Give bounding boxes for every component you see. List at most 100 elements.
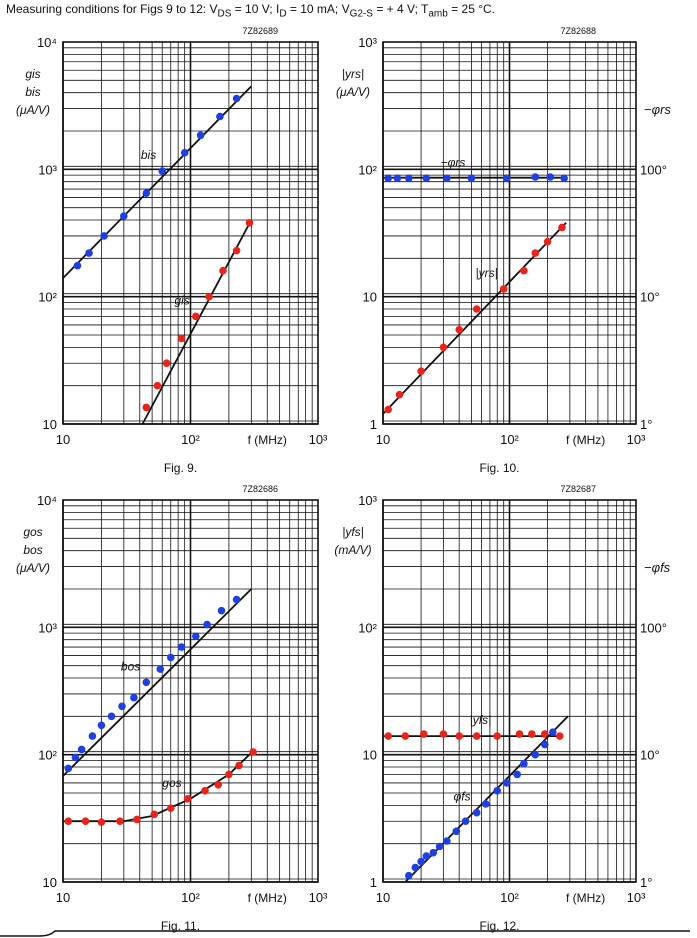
series-label: bos [121,659,140,673]
series-line-blue [62,588,252,777]
data-point-red [97,818,106,826]
data-point-red [205,292,213,301]
data-point-blue [472,808,481,817]
y-tick-label: 10² [358,162,377,177]
data-point-blue [118,702,126,711]
x-axis-label: f (MHz) [566,433,605,447]
data-point-blue [217,606,226,615]
x-tick-label: 10³ [309,890,328,905]
data-point-blue [429,848,438,857]
data-point-red [515,730,524,738]
tamb-value: = 25 °C. [451,2,495,16]
y-axis-label-line: (μA/V) [16,103,50,117]
data-point-blue [192,632,200,641]
y-tick-label: 10³ [38,620,57,635]
data-point-red [417,367,425,376]
chart-code-label: 7Z82688 [560,26,596,36]
plot-frame [62,41,319,425]
y-tick-label: 10⁴ [37,493,57,508]
x-tick-label: 10 [56,432,70,447]
data-point-red [177,334,186,343]
data-point-blue [88,732,97,740]
data-point-red [455,325,464,334]
data-point-red [384,732,393,740]
x-tick-label: 10² [500,890,519,905]
y-tick-label: 10 [363,290,377,305]
series-label: gos [162,776,181,790]
data-point-red [64,817,73,825]
page-bottom-rule [0,930,690,937]
data-point-red [420,730,428,738]
data-point-red [219,266,227,275]
data-point-red [528,730,536,738]
data-point-blue [549,728,557,736]
data-point-blue [422,174,431,183]
data-point-blue [180,148,189,157]
data-point-blue [120,212,128,220]
series-label: |yfs| [470,713,492,727]
y-tick-label: 10⁴ [37,35,57,50]
data-point-red [395,390,404,399]
vds-value: = 10 V; [234,2,273,16]
y-tick-label: 10³ [358,493,377,508]
chart-9: 7Z82689 10 10² 10³ 10⁴ 10 10² 10³ f (MHz) gis bis (… [16,26,328,475]
series-label: φfs [453,790,470,804]
y-axis-label-line: (μA/V) [16,561,50,575]
y-tick-label: 10³ [358,35,377,50]
data-point-red [150,810,159,819]
figure-caption: Fig. 9. [164,461,197,475]
figure-caption: Fig. 11. [161,919,200,933]
data-point-red [235,761,243,770]
data-point-blue [71,753,80,762]
data-point-blue [97,721,106,730]
chart-code-label: 7Z82686 [242,484,278,494]
y-right-tick-label: 100° [640,162,667,177]
data-point-red [384,405,393,414]
data-point-blue [158,167,166,175]
data-point-blue [232,595,241,604]
data-point-blue [405,174,413,183]
vg2s-subscript: G2-S [349,8,373,20]
y-right-tick-label: 10° [640,290,660,305]
data-point-red [153,381,162,390]
y-tick-label: 10 [363,748,377,763]
x-axis-label: f (MHz) [566,891,605,905]
data-point-blue [142,189,151,197]
x-tick-label: 10² [181,890,200,905]
id-value: = 10 mA; [289,2,339,16]
data-point-blue [203,620,211,629]
data-point-red [162,359,171,368]
data-point-red [556,732,564,740]
data-point-red [167,804,175,812]
y-tick-label: 1 [370,875,377,890]
data-point-blue [167,653,175,662]
data-point-blue [435,842,444,851]
data-point-blue [520,759,528,768]
data-point-blue [452,827,461,836]
x-tick-label: 10² [500,432,519,447]
data-point-red [133,815,141,824]
data-point-blue [513,770,521,779]
data-point-red [245,219,254,227]
data-point-blue [417,857,425,866]
data-point-blue [443,837,451,845]
y-right-tick-label: 1° [640,417,652,432]
x-tick-label: 10 [376,890,390,905]
y-right-axis-label: −φrs [644,102,671,117]
data-point-blue [443,174,451,183]
id-subscript: D [279,8,287,20]
data-point-red [543,237,552,246]
data-point-blue [541,740,549,749]
data-point-red [493,732,502,740]
data-point-blue [502,779,511,787]
data-point-red [214,781,222,789]
series-label: bis [141,148,156,162]
measuring-conditions-header: Measuring conditions for Figs 9 to 12: V… [6,2,696,20]
vg2s-value: = + 4 V; [376,2,418,16]
data-point-red [455,732,464,740]
figure-caption: Fig. 12. [479,919,519,933]
x-tick-label: 10² [181,432,200,447]
chart-code-label: 7Z82687 [560,484,596,494]
